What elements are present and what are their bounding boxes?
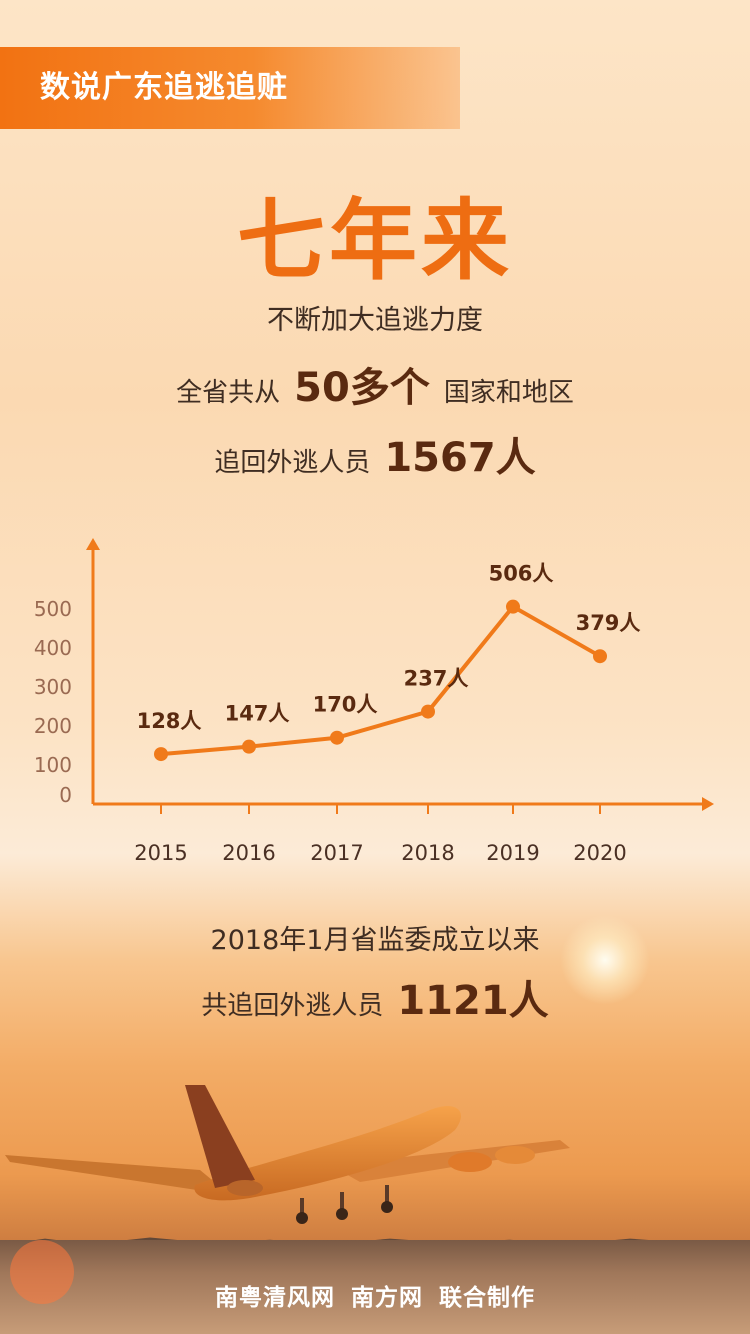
stat-since-2018-line1: 2018年1月省监委成立以来 bbox=[210, 925, 540, 956]
data-point bbox=[154, 747, 168, 762]
title-banner: 数说广东追逃追赃 bbox=[0, 47, 460, 129]
footer-org2: 南方网 bbox=[351, 1285, 423, 1311]
banner-title: 数说广东追逃追赃 bbox=[40, 70, 288, 105]
data-point bbox=[593, 649, 607, 664]
footer-org1: 南粤清风网 bbox=[215, 1285, 335, 1311]
x-tick-label: 2019 bbox=[486, 841, 539, 865]
x-axis-arrow bbox=[702, 797, 714, 811]
sun-glow bbox=[560, 915, 650, 1005]
x-tick-label: 2017 bbox=[310, 841, 363, 865]
y-tick-label: 0 bbox=[59, 783, 72, 807]
data-label: 170人 bbox=[313, 693, 378, 717]
data-point bbox=[506, 599, 520, 614]
series-line bbox=[160, 604, 601, 757]
x-tick-label: 2018 bbox=[401, 841, 454, 865]
y-tick-label: 100 bbox=[34, 753, 72, 777]
runway-ground bbox=[0, 1240, 750, 1334]
stat-countries-value: 50多个 bbox=[294, 365, 430, 411]
y-tick-label: 400 bbox=[34, 636, 72, 660]
y-tick-labels: 0 100 200 300 400 500 bbox=[34, 597, 72, 807]
x-tick-label: 2016 bbox=[222, 841, 275, 865]
x-tick-label: 2020 bbox=[573, 841, 626, 865]
y-tick-label: 300 bbox=[34, 675, 72, 699]
y-tick-label: 500 bbox=[34, 597, 72, 621]
data-point bbox=[242, 739, 256, 754]
data-label: 237人 bbox=[404, 667, 469, 691]
lens-flare bbox=[10, 1240, 74, 1304]
line-chart: 0 100 200 300 400 500 2015 2016 2017 2018 2019 202… bbox=[34, 538, 714, 865]
stat-since-2018-value: 1121人 bbox=[397, 978, 549, 1024]
data-label: 379人 bbox=[576, 611, 641, 635]
chart-axes bbox=[86, 538, 714, 814]
data-point bbox=[421, 704, 435, 719]
data-points bbox=[154, 599, 607, 762]
airplane-illustration bbox=[5, 1085, 570, 1224]
stat-countries-prefix: 全省共从 bbox=[176, 378, 281, 408]
stat-countries-suffix: 国家和地区 bbox=[443, 378, 574, 408]
data-label: 128人 bbox=[137, 709, 202, 733]
footer-credits: 南粤清风网 南方网 联合制作 bbox=[0, 1278, 750, 1312]
data-label: 147人 bbox=[225, 702, 290, 726]
stat-since-2018: 共追回外逃人员 1121人 bbox=[0, 968, 750, 1026]
data-point bbox=[330, 730, 344, 745]
y-tick-label: 200 bbox=[34, 714, 72, 738]
stat-total: 追回外逃人员 1567人 bbox=[0, 425, 750, 483]
stat-since-2018-prefix: 共追回外逃人员 bbox=[201, 991, 384, 1021]
stat-total-prefix: 追回外逃人员 bbox=[214, 448, 371, 478]
subhead: 不断加大追逃力度 bbox=[267, 305, 483, 336]
x-tick-label: 2015 bbox=[134, 841, 187, 865]
y-axis-arrow bbox=[86, 538, 100, 550]
data-label: 506人 bbox=[489, 562, 554, 586]
data-labels: 128人 147人 170人 237人 506人 379人 bbox=[137, 562, 641, 733]
x-tick-labels: 2015 2016 2017 2018 2019 2020 bbox=[134, 841, 626, 865]
footer-suffix: 联合制作 bbox=[439, 1285, 535, 1311]
headline: 七年来 bbox=[236, 189, 513, 292]
stat-countries: 全省共从 50多个 国家和地区 bbox=[0, 355, 750, 413]
stat-total-value: 1567人 bbox=[384, 435, 536, 481]
